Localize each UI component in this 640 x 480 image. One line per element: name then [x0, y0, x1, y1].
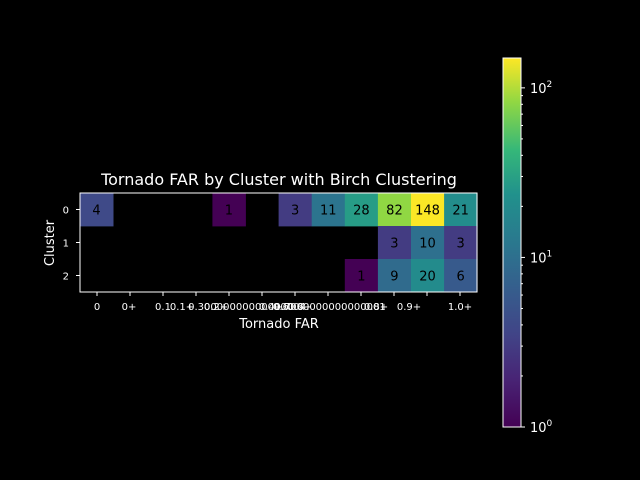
- cell-value-label: 28: [353, 204, 370, 219]
- x-tick-label: 0: [94, 302, 100, 313]
- heatmap-cell: [411, 193, 445, 227]
- x-tick-label: 0.2+: [204, 302, 228, 313]
- heatmap-cell: [212, 193, 246, 227]
- cell-value-label: 3: [457, 237, 465, 252]
- heatmap-cell: [311, 193, 346, 227]
- colorbar-ticks: 100 101 102: [521, 80, 553, 436]
- x-axis-label: Tornado FAR: [238, 317, 319, 332]
- cell-value-label: 9: [390, 270, 398, 285]
- y-tick-label: 2: [63, 272, 69, 283]
- cell-value-label: 6: [457, 270, 465, 285]
- colorbar-tick-label: 100: [530, 419, 553, 436]
- heatmap-cell: [411, 226, 445, 260]
- heatmap-cell: [377, 259, 412, 293]
- x-tick-label: 0+: [122, 302, 137, 313]
- cell-value-label: 148: [415, 204, 440, 219]
- heatmap-cell: [344, 193, 379, 227]
- y-tick-label: 0: [63, 206, 69, 217]
- cell-value-label: 1: [225, 204, 233, 219]
- x-tick-label: 0.8+: [364, 302, 388, 313]
- x-tick-label: 0.30000000000000004: [188, 302, 306, 313]
- heatmap-cells: [80, 193, 478, 293]
- cell-value-label: 3: [390, 237, 398, 252]
- heatmap-cell: [377, 226, 412, 260]
- colorbar-tick-label: 101: [530, 249, 552, 266]
- cell-value-label: 1: [357, 270, 365, 285]
- heatmap-cell: [444, 193, 478, 227]
- cell-value-label: 10: [419, 237, 436, 252]
- cell-value-label: 21: [452, 204, 469, 219]
- heatmap-cell: [444, 226, 478, 260]
- x-axis-ticks: 0 0+ 0.10.1+ 0.2+0.300000000000000040.4+0.6…: [94, 292, 472, 313]
- heatmap-cell: [411, 259, 445, 293]
- x-tick-label: 0.1+: [170, 302, 194, 313]
- heatmap-cell: [444, 259, 478, 293]
- x-tick-label: 0.6: [273, 302, 289, 313]
- heatmap-cell: [344, 259, 379, 293]
- cell-value-label: 20: [419, 270, 436, 285]
- y-axis-ticks: 0 1 2: [63, 206, 80, 283]
- x-tick-label: 0.4+: [259, 302, 283, 313]
- x-tick-label: 0.7000000000000001: [274, 302, 385, 313]
- cell-value-label: 82: [386, 204, 403, 219]
- y-axis-label: Cluster: [43, 219, 58, 266]
- x-tick-label: 0.9+: [397, 302, 421, 313]
- heatmap-cell: [80, 193, 114, 227]
- colorbar-tick-label: 102: [530, 80, 552, 97]
- x-tick-label: 0.6+: [288, 302, 312, 313]
- chart-title: Tornado FAR by Cluster with Birch Cluste…: [100, 170, 457, 189]
- heatmap-cell: [278, 193, 313, 227]
- heatmap-cell-labels: 4 1 3 11 28 82 148 21 3 10 3 1 9 20 6: [92, 204, 469, 285]
- y-tick-label: 1: [63, 239, 69, 250]
- cell-value-label: 3: [291, 204, 299, 219]
- x-tick-label: 1.0+: [448, 302, 472, 313]
- heatmap-cell: [377, 193, 412, 227]
- cell-value-label: 11: [320, 204, 337, 219]
- colorbar: [502, 57, 522, 428]
- x-tick-label: 0.1: [155, 302, 171, 313]
- cell-value-label: 4: [92, 204, 100, 219]
